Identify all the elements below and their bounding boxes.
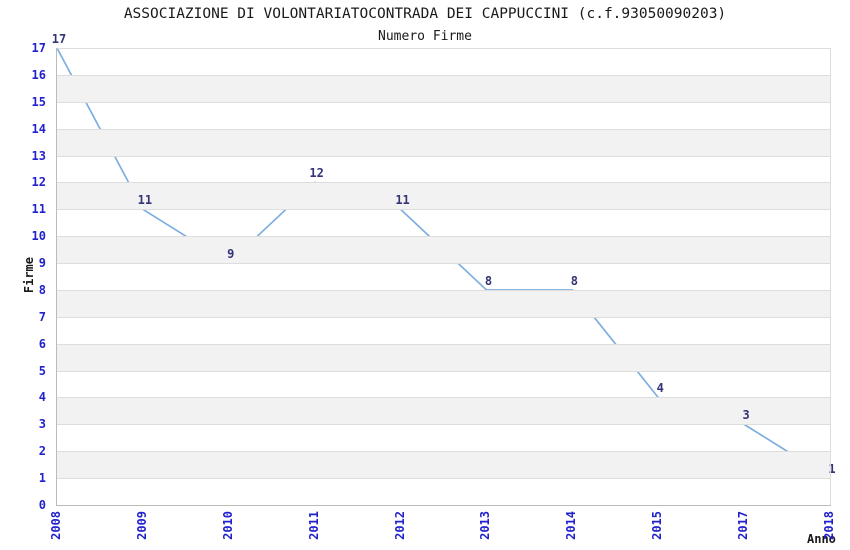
y-tick-label: 14 [31, 121, 46, 136]
gridline [57, 209, 830, 211]
plot-band [57, 451, 830, 479]
y-tick-label: 0 [38, 498, 46, 512]
plot-band [57, 182, 830, 210]
plot-band [57, 289, 830, 317]
gridline [57, 182, 830, 184]
x-tick-label: 2008 [49, 511, 63, 540]
line-series-svg [56, 47, 831, 479]
y-tick-label: 5 [38, 363, 46, 378]
gridline [57, 316, 830, 318]
y-tick-label: 8 [38, 282, 46, 297]
plot-band [57, 74, 830, 102]
data-point-label: 1 [828, 462, 836, 477]
data-point-label: 4 [656, 381, 664, 396]
data-point-label: 12 [309, 166, 324, 181]
y-tick-label: 17 [31, 41, 46, 55]
plot-right-border [830, 48, 831, 505]
plot-band [57, 397, 830, 425]
x-tick-label: 2010 [220, 511, 235, 540]
data-point-label: 3 [742, 408, 750, 423]
gridline [57, 451, 830, 453]
y-tick-label: 3 [38, 417, 46, 432]
data-point-label: 17 [51, 32, 67, 46]
y-tick-label: 1 [38, 471, 46, 486]
x-axis-title: Anno [807, 532, 836, 546]
gridline [57, 343, 830, 345]
y-tick-label: 9 [38, 256, 46, 271]
data-point-label: 8 [484, 273, 493, 288]
plot-band [57, 343, 830, 371]
plot-band [57, 128, 830, 156]
chart-subtitle: Numero Firme [378, 29, 472, 44]
x-tick-label: 2018 [822, 511, 836, 540]
y-tick-label: 6 [38, 336, 46, 351]
x-tick-label: 2015 [650, 511, 665, 540]
plot-area: 17 11 9 12 11 8 8 4 3 1 [52, 32, 836, 505]
gridline [57, 263, 830, 265]
x-tick-label: 2017 [736, 511, 751, 540]
gridline [57, 424, 830, 426]
plot-band [57, 236, 830, 264]
y-tick-label: 12 [31, 175, 46, 190]
y-axis-line [56, 48, 57, 506]
y-tick-label: 15 [31, 94, 46, 109]
y-tick-label: 4 [38, 390, 46, 405]
gridline [57, 397, 830, 399]
y-tick-label: 13 [31, 148, 46, 163]
y-tick-label: 10 [31, 229, 46, 244]
gridline [57, 155, 830, 157]
gridline [57, 74, 830, 76]
gridline [57, 101, 830, 103]
x-tick-label: 2011 [306, 511, 321, 540]
chart-title: ASSOCIAZIONE DI VOLONTARIATOCONTRADA DEI… [123, 6, 727, 22]
y-tick-label: 2 [38, 444, 46, 459]
x-axis-line [56, 505, 831, 506]
data-point-label: 9 [227, 247, 235, 262]
x-tick-label: 2009 [134, 511, 149, 540]
gridline [57, 48, 830, 49]
data-point-label: 8 [570, 273, 578, 288]
gridline [57, 128, 830, 130]
gridline [57, 236, 830, 238]
y-tick-label: 16 [31, 67, 46, 82]
gridline [57, 370, 830, 372]
y-tick-label: 11 [31, 202, 46, 217]
data-point-label: 11 [395, 193, 410, 208]
x-tick-label: 2013 [478, 511, 493, 540]
data-point-label: 11 [137, 193, 153, 208]
x-tick-label: 2014 [564, 511, 579, 540]
y-tick-label: 7 [38, 309, 46, 324]
gridline [57, 478, 830, 480]
gridline [57, 289, 830, 291]
x-tick-label: 2012 [392, 511, 407, 540]
